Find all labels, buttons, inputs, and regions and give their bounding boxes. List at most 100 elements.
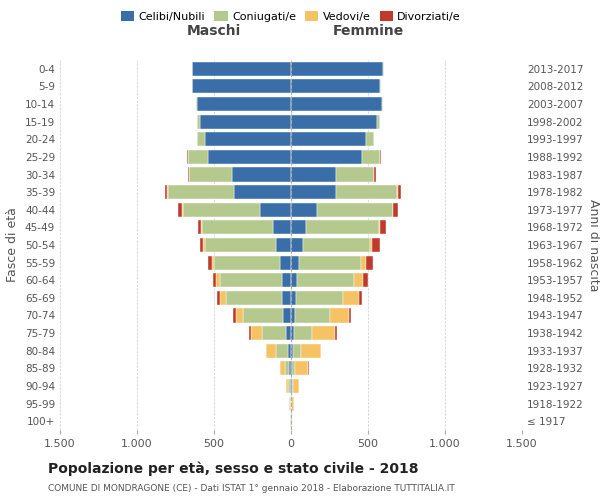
Bar (398, 185, 401, 199)
Bar (291, 273, 297, 287)
Bar (349, 308, 350, 322)
Bar (291, 80, 380, 94)
Bar (374, 168, 376, 181)
Bar (296, 291, 343, 305)
Bar (379, 220, 380, 234)
Bar (200, 238, 203, 252)
Bar (220, 273, 282, 287)
Bar (178, 202, 182, 217)
Bar (208, 256, 212, 270)
Bar (280, 362, 285, 376)
Legend: Celibi/Nubili, Coniugati/e, Vedovi/e, Divorziati/e: Celibi/Nubili, Coniugati/e, Vedovi/e, Di… (116, 6, 466, 26)
Bar (286, 326, 291, 340)
Bar (361, 256, 367, 270)
Bar (288, 344, 291, 358)
Bar (291, 308, 295, 322)
Bar (377, 114, 380, 128)
Bar (335, 326, 337, 340)
Bar (217, 273, 220, 287)
Bar (197, 132, 205, 146)
Bar (335, 185, 397, 199)
Bar (275, 344, 288, 358)
Bar (291, 185, 335, 199)
Bar (188, 168, 189, 181)
Bar (293, 379, 299, 393)
Bar (291, 202, 317, 217)
Bar (383, 62, 384, 76)
Bar (250, 326, 251, 340)
Bar (370, 238, 372, 252)
Bar (226, 291, 282, 305)
Bar (380, 150, 381, 164)
Bar (291, 220, 307, 234)
Bar (200, 114, 291, 128)
Bar (233, 308, 236, 322)
Bar (291, 256, 299, 270)
Bar (193, 62, 291, 76)
Bar (291, 132, 367, 146)
Bar (275, 238, 291, 252)
Bar (213, 273, 217, 287)
Bar (280, 256, 291, 270)
Bar (201, 220, 202, 234)
Bar (291, 291, 296, 305)
Bar (220, 291, 226, 305)
Bar (290, 379, 291, 393)
Bar (198, 220, 201, 234)
Bar (343, 291, 359, 305)
Bar (182, 202, 183, 217)
Text: COMUNE DI MONDRAGONE (CE) - Dati ISTAT 1° gennaio 2018 - Elaborazione TUTTITALIA: COMUNE DI MONDRAGONE (CE) - Dati ISTAT 1… (48, 484, 455, 493)
Bar (197, 97, 291, 111)
Bar (295, 362, 308, 376)
Bar (243, 308, 283, 322)
Bar (291, 362, 292, 376)
Bar (168, 185, 234, 199)
Bar (188, 150, 208, 164)
Bar (191, 80, 193, 94)
Bar (292, 396, 294, 410)
Bar (291, 238, 304, 252)
Bar (291, 168, 335, 181)
Bar (301, 344, 320, 358)
Bar (205, 132, 291, 146)
Bar (293, 344, 301, 358)
Bar (297, 273, 354, 287)
Bar (292, 362, 295, 376)
Bar (291, 97, 382, 111)
Bar (367, 132, 374, 146)
Bar (282, 273, 291, 287)
Bar (291, 379, 292, 393)
Bar (380, 80, 381, 94)
Bar (299, 256, 361, 270)
Bar (288, 379, 290, 393)
Bar (205, 238, 275, 252)
Bar (354, 273, 364, 287)
Bar (197, 114, 200, 128)
Bar (317, 202, 392, 217)
Bar (294, 326, 312, 340)
Bar (291, 344, 293, 358)
Bar (232, 168, 291, 181)
Bar (364, 273, 368, 287)
Bar (251, 326, 262, 340)
Bar (292, 379, 293, 393)
Text: Maschi: Maschi (187, 24, 241, 38)
Bar (330, 308, 349, 322)
Bar (187, 150, 188, 164)
Bar (394, 202, 398, 217)
Bar (262, 326, 286, 340)
Bar (289, 362, 291, 376)
Bar (380, 220, 386, 234)
Bar (307, 220, 379, 234)
Bar (234, 185, 291, 199)
Bar (191, 62, 193, 76)
Y-axis label: Fasce di età: Fasce di età (7, 208, 19, 282)
Bar (282, 291, 291, 305)
Text: Popolazione per età, sesso e stato civile - 2018: Popolazione per età, sesso e stato civil… (48, 461, 419, 475)
Bar (362, 150, 380, 164)
Bar (183, 202, 260, 217)
Bar (208, 150, 291, 164)
Bar (295, 308, 330, 322)
Bar (320, 344, 322, 358)
Bar (165, 185, 167, 199)
